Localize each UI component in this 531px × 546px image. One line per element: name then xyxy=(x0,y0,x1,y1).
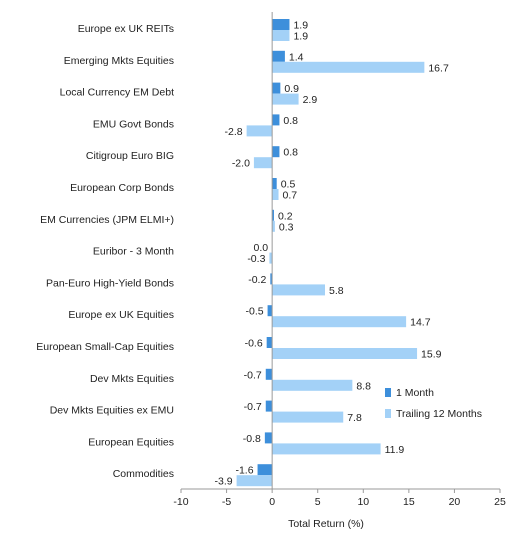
category-label: Europe ex UK Equities xyxy=(68,309,174,321)
data-label-1-month: 1.4 xyxy=(289,51,304,63)
data-label-1-month: 0.0 xyxy=(254,242,269,254)
bar-trailing-12-months xyxy=(272,411,344,423)
x-tick-label: 0 xyxy=(269,496,275,508)
x-tick-label: 25 xyxy=(494,496,506,508)
bar-1-month xyxy=(272,209,274,221)
data-label-1-month: 1.9 xyxy=(293,20,308,32)
bar-trailing-12-months xyxy=(272,61,425,73)
bar-trailing-12-months xyxy=(272,348,418,359)
data-label-trailing-12-months: 0.7 xyxy=(283,190,298,202)
legend: 1 Month Trailing 12 Months xyxy=(385,387,482,420)
data-label-trailing-12-months: 15.9 xyxy=(421,349,442,361)
data-label-trailing-12-months: 16.7 xyxy=(428,62,449,74)
legend-swatch-1-month xyxy=(385,388,391,397)
data-label-1-month: 0.8 xyxy=(283,147,298,159)
category-label: European Equities xyxy=(88,436,174,448)
bar-trailing-12-months xyxy=(272,189,279,200)
bar-trailing-12-months xyxy=(272,220,275,232)
x-tick-label: 10 xyxy=(357,496,369,508)
data-label-trailing-12-months: 1.9 xyxy=(293,31,308,43)
x-tick-label: 5 xyxy=(315,496,321,508)
data-label-1-month: -0.2 xyxy=(248,274,266,286)
category-label: Dev Mkts Equities xyxy=(90,373,174,385)
data-label-1-month: -0.6 xyxy=(245,338,263,350)
bar-trailing-12-months xyxy=(272,93,299,105)
legend-swatch-trailing-12-months xyxy=(385,409,391,418)
bar-trailing-12-months xyxy=(272,443,381,455)
bar-trailing-12-months xyxy=(246,125,273,137)
category-label: Euribor - 3 Month xyxy=(93,246,174,258)
bar-1-month xyxy=(267,305,273,317)
data-label-1-month: -0.7 xyxy=(244,401,262,413)
bar-1-month xyxy=(272,146,280,158)
data-label-1-month: -0.5 xyxy=(245,306,263,318)
bars-layer xyxy=(236,19,425,487)
data-label-trailing-12-months: -2.8 xyxy=(225,126,243,138)
bar-trailing-12-months xyxy=(272,30,290,41)
bar-1-month xyxy=(265,368,273,380)
category-label: European Small-Cap Equities xyxy=(36,341,174,353)
data-label-trailing-12-months: -0.3 xyxy=(247,253,265,265)
category-label: Europe ex UK REITs xyxy=(78,23,174,35)
legend-label-trailing-12-months: Trailing 12 Months xyxy=(396,408,482,420)
data-label-trailing-12-months: 14.7 xyxy=(410,317,431,329)
bar-trailing-12-months xyxy=(236,475,273,487)
data-label-trailing-12-months: 7.8 xyxy=(347,412,362,424)
x-tick-label: 15 xyxy=(403,496,415,508)
category-label: European Corp Bonds xyxy=(70,182,174,194)
bar-trailing-12-months xyxy=(272,284,326,296)
x-axis: -10 -5 0 5 10 15 20 25 xyxy=(173,12,506,508)
bar-1-month xyxy=(272,50,285,62)
category-labels: Europe ex UK REITs Emerging Mkts Equities… xyxy=(36,23,174,480)
data-label-trailing-12-months: -3.9 xyxy=(215,476,233,488)
data-label-1-month: 0.2 xyxy=(278,210,293,222)
bar-1-month xyxy=(270,273,273,285)
category-label: Local Currency EM Debt xyxy=(60,87,174,99)
bar-1-month xyxy=(257,464,273,476)
data-label-trailing-12-months: 11.9 xyxy=(385,444,405,456)
category-label: Pan-Euro High-Yield Bonds xyxy=(46,277,174,289)
bar-trailing-12-months xyxy=(272,316,407,328)
bar-1-month xyxy=(265,400,273,412)
category-label: EM Currencies (JPM ELMI+) xyxy=(40,214,174,226)
legend-label-1-month: 1 Month xyxy=(396,387,434,399)
data-label-trailing-12-months: 5.8 xyxy=(329,285,344,297)
data-label-1-month: -0.7 xyxy=(244,369,262,381)
bar-trailing-12-months xyxy=(272,379,353,391)
bar-1-month xyxy=(272,114,280,126)
data-label-trailing-12-months: -2.0 xyxy=(232,158,250,170)
data-label-1-month: 0.9 xyxy=(284,83,299,95)
bar-trailing-12-months xyxy=(269,252,273,264)
bar-1-month xyxy=(272,19,290,30)
category-label: Emerging Mkts Equities xyxy=(64,55,174,67)
data-label-1-month: 0.5 xyxy=(281,179,296,191)
category-label: Dev Mkts Equities ex EMU xyxy=(50,405,174,417)
data-label-trailing-12-months: 0.3 xyxy=(279,221,294,233)
category-label: EMU Govt Bonds xyxy=(93,118,174,130)
bar-1-month xyxy=(272,82,281,94)
value-labels-layer: 1.91.9 1.4 16.7 0.9 2.9 0.8 -2.8 0.8 -2.0 0.50.7 0… xyxy=(215,20,449,488)
x-axis-title: Total Return (%) xyxy=(288,518,364,530)
data-label-trailing-12-months: 2.9 xyxy=(303,94,318,106)
bar-1-month xyxy=(264,432,273,444)
data-label-1-month: -1.6 xyxy=(235,465,253,477)
category-label: Commodities xyxy=(113,468,174,480)
x-tick-label: -10 xyxy=(173,496,188,508)
x-tick-label: -5 xyxy=(222,496,231,508)
data-label-1-month: 0.8 xyxy=(283,115,298,127)
data-label-1-month: -0.8 xyxy=(243,433,261,445)
data-label-trailing-12-months: 8.8 xyxy=(356,380,371,392)
category-label: Citigroup Euro BIG xyxy=(86,150,174,162)
bar-trailing-12-months xyxy=(253,157,273,169)
bar-1-month xyxy=(266,337,273,348)
x-tick-label: 20 xyxy=(449,496,461,508)
bar-1-month xyxy=(272,178,277,189)
